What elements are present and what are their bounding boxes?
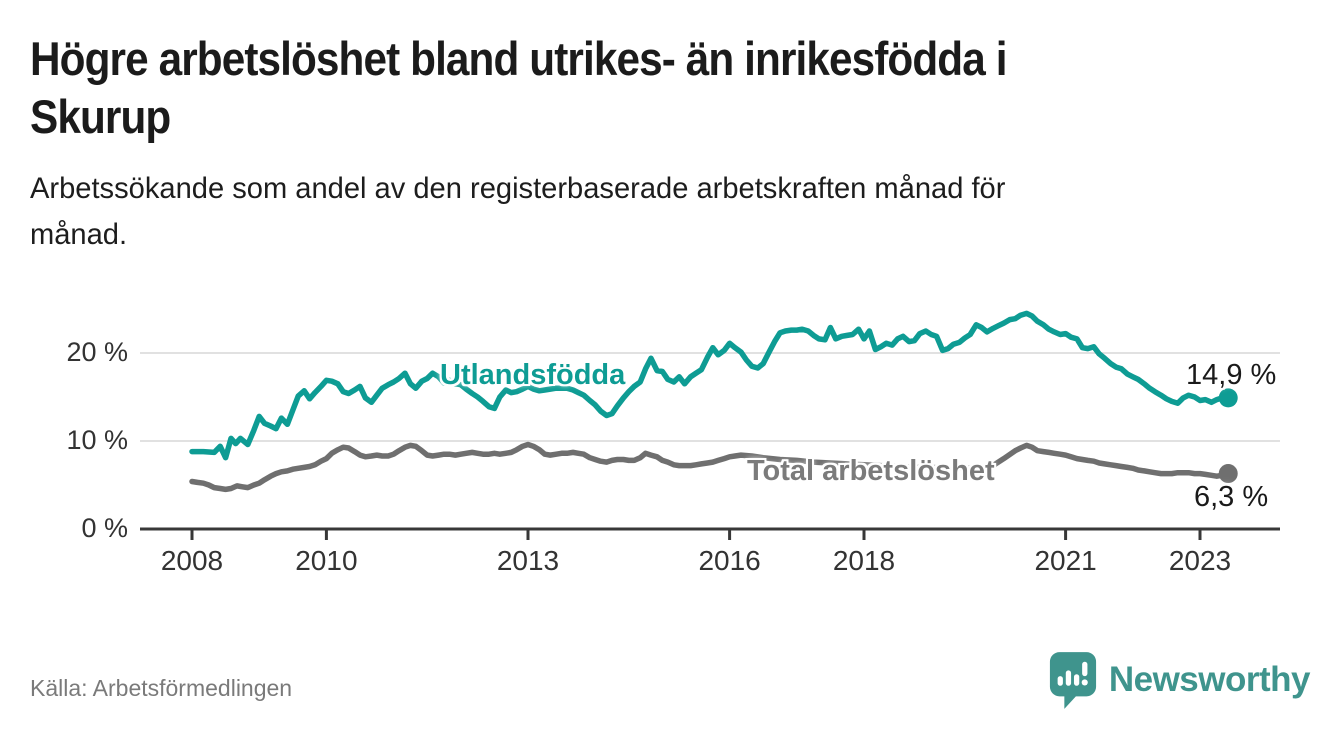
y-tick-label: 10 % — [66, 425, 128, 455]
x-tick-label: 2021 — [1034, 545, 1097, 576]
page-title: Högre arbetslöshet bland utrikes- än inr… — [30, 32, 1007, 143]
x-tick-label: 2016 — [698, 545, 761, 576]
x-tick-label: 2008 — [160, 545, 224, 576]
newsworthy-bubble-icon — [1049, 652, 1096, 709]
end-value-label-utlandsfodda: 14,9 % — [1186, 359, 1277, 391]
newsworthy-wordmark: Newsworthy — [1108, 660, 1311, 699]
x-tick-label: 2023 — [1168, 545, 1232, 576]
y-tick-label: 20 % — [66, 337, 128, 367]
series-line-1 — [189, 441, 1231, 493]
series-end-dot-0 — [1218, 388, 1238, 408]
series-end-dot-1 — [1218, 464, 1238, 484]
series-label-total-arbetsloshet: Total arbetslöshet — [747, 455, 995, 487]
series-label-utlandsfodda: Utlandsfödda — [440, 359, 626, 391]
newsworthy-logo: Newsworthy — [1048, 650, 1311, 710]
page-subtitle: Arbetssökande som andel av den registerb… — [30, 172, 1006, 251]
end-value-label-total: 6,3 % — [1194, 481, 1269, 513]
y-tick-label: 0 % — [81, 513, 128, 543]
source-note: Källa: Arbetsförmedlingen — [30, 675, 293, 701]
x-tick-label: 2018 — [832, 545, 896, 576]
x-tick-label: 2013 — [496, 545, 560, 576]
x-tick-label: 2010 — [295, 545, 358, 576]
series-line-0 — [189, 310, 1231, 461]
